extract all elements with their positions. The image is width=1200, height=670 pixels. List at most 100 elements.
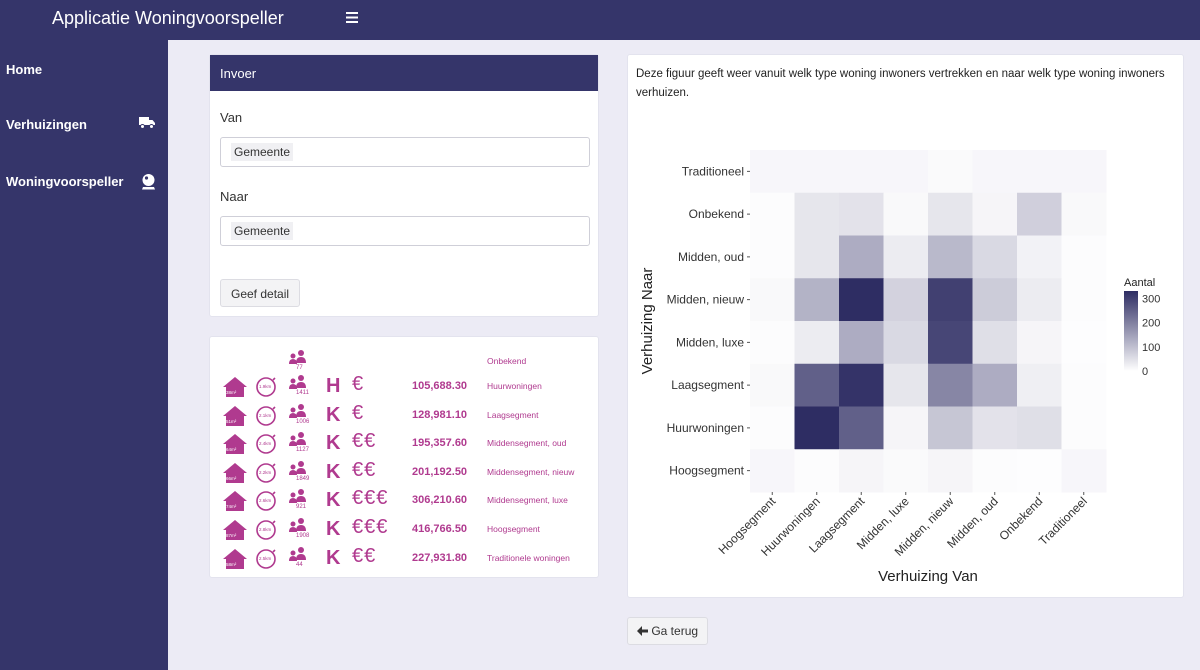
house-size: 74m² <box>226 504 237 510</box>
heatmap-cell <box>883 406 929 450</box>
crystal-ball-icon <box>141 173 156 193</box>
distance-circle-icon: 2.4km <box>255 433 277 460</box>
van-select[interactable]: Gemeente <box>220 137 590 167</box>
people-icon <box>288 546 312 569</box>
colorbar-title: Aantal <box>1124 277 1155 289</box>
heatmap-cell <box>972 406 1018 450</box>
price-class: €€€ <box>352 516 389 538</box>
heatmap-cell <box>972 150 1018 194</box>
heatmap-cell <box>1017 321 1062 365</box>
sidebar-item-label: Verhuizingen <box>6 117 87 132</box>
heatmap-cell <box>750 192 795 236</box>
sidebar-item-label: Home <box>6 62 43 77</box>
sidebar-item-home[interactable]: Home <box>6 60 162 80</box>
heatmap-cell <box>928 235 973 279</box>
heatmap-cell <box>839 235 884 279</box>
y-tick-label: Traditioneel <box>682 164 744 178</box>
heatmap-cell <box>750 235 795 279</box>
people-icon <box>288 460 312 483</box>
heatmap-cell <box>1017 150 1062 194</box>
distance-circle-icon: 2.8km <box>255 519 277 546</box>
average-price: 105,688.30 <box>412 380 468 392</box>
heatmap-cell <box>794 192 840 236</box>
heatmap-cell <box>839 150 884 194</box>
ga-terug-label: Ga terug <box>651 624 699 638</box>
geef-detail-button[interactable]: Geef detail <box>220 279 301 307</box>
arrow-left-icon <box>637 624 651 638</box>
heatmap-cell <box>1061 192 1107 236</box>
tenure-letter: H <box>326 375 341 397</box>
stats-row: 51m² 2.1km 1006 K €128,981.10 Laagsegment <box>210 402 600 428</box>
segment-label: Middensegment, luxe <box>487 495 568 506</box>
people-count: 1849 <box>296 475 310 482</box>
segment-label: Middensegment, nieuw <box>487 466 575 477</box>
people-icon <box>288 349 312 372</box>
price-class: € <box>352 373 365 395</box>
people-icon <box>288 517 312 540</box>
y-tick-label: Huurwoningen <box>667 421 744 435</box>
sidebar-item-verhuizingen[interactable]: Verhuizingen <box>6 115 162 135</box>
people-count: 921 <box>296 504 307 511</box>
heatmap-cell <box>1061 321 1107 365</box>
house-size: 38m² <box>226 390 237 395</box>
colorbar <box>1124 291 1138 371</box>
segment-label: Hoogsegment <box>487 524 540 534</box>
average-price: 195,357.60 <box>412 437 468 450</box>
heatmap-cell <box>1017 406 1062 450</box>
price-class: €€€ <box>352 487 389 510</box>
heatmap-cell <box>794 235 840 279</box>
heatmap-cell <box>928 278 973 322</box>
heatmap-cell <box>928 449 973 493</box>
distance-value: 2.1km <box>259 412 272 418</box>
colorbar-tick-label: 0 <box>1142 366 1148 378</box>
heatmap-cell <box>794 406 840 450</box>
heatmap-chart: Traditioneel Onbekend Midden, oud Midden, n… <box>639 150 1160 585</box>
heatmap-cell <box>1017 278 1062 322</box>
heatmap-cell <box>883 278 929 322</box>
heatmap-cell <box>972 449 1018 493</box>
tenure-letter: K <box>326 460 341 483</box>
heatmap-cell <box>1061 449 1107 493</box>
naar-label: Naar <box>220 189 249 204</box>
heatmap-cell <box>750 278 795 322</box>
price-class: €€ <box>352 544 377 567</box>
house-icon: 51m² <box>222 405 248 432</box>
heatmap-cell <box>883 321 929 365</box>
average-price: 128,981.10 <box>412 408 468 421</box>
y-tick-label: Onbekend <box>689 207 744 221</box>
house-icon: 74m² <box>222 490 248 517</box>
truck-icon <box>139 116 156 132</box>
people-count: 77 <box>296 365 303 371</box>
heatmap-cell <box>1017 235 1062 279</box>
heatmap-cell <box>839 406 884 450</box>
colorbar-tick-label: 100 <box>1142 342 1160 354</box>
house-icon: 87m² <box>222 519 248 546</box>
distance-value: 2.2km <box>259 469 272 475</box>
heatmap-cell <box>928 150 973 194</box>
heatmap-cell <box>883 235 929 279</box>
average-price: 306,210.60 <box>412 494 468 507</box>
heatmap-cell <box>972 192 1018 236</box>
colorbar-tick-label: 200 <box>1142 318 1160 330</box>
y-tick-label: Hoogsegment <box>669 464 744 478</box>
heatmap-cell <box>839 321 884 365</box>
hamburger-icon[interactable] <box>346 11 358 25</box>
heatmap-cell <box>1061 150 1107 194</box>
naar-select[interactable]: Gemeente <box>220 216 590 246</box>
average-price: 201,192.50 <box>412 465 468 478</box>
tenure-letter: K <box>326 403 341 426</box>
distance-value: 2.8km <box>259 527 272 532</box>
tenure-letter: K <box>326 546 341 569</box>
tenure-letter: K <box>326 432 341 455</box>
ga-terug-button[interactable]: Ga terug <box>627 617 709 645</box>
people-count: 1006 <box>296 418 310 425</box>
stats-row: 74m² 2.6km 921 K €€€ 306,210.60 Middensegment,… <box>210 487 600 513</box>
sidebar-item-woningvoorspeller[interactable]: Woningvoorspeller <box>6 172 162 192</box>
chart-panel: Deze figuur geeft weer vanuit welk type … <box>627 54 1184 598</box>
tenure-letter: K <box>326 518 341 540</box>
house-size: 64m² <box>226 447 237 453</box>
people-count: 1127 <box>296 447 309 454</box>
chart-description: Deze figuur geeft weer vanuit welk type … <box>636 68 1165 99</box>
y-tick-label: Midden, luxe <box>676 335 744 349</box>
heatmap-cell <box>972 235 1018 279</box>
